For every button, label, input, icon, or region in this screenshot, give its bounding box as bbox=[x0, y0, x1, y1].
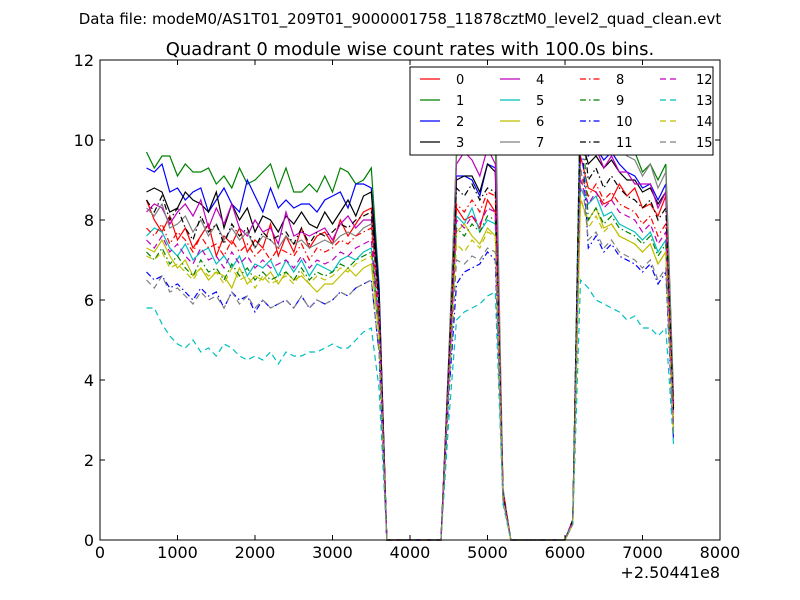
x-offset-label: +2.50441e8 bbox=[620, 563, 720, 582]
y-tick-label: 12 bbox=[74, 51, 94, 70]
series-line-11 bbox=[145, 103, 675, 541]
plot-lines bbox=[145, 87, 675, 541]
legend-label-4: 4 bbox=[536, 73, 544, 88]
x-tick-label: 6000 bbox=[545, 543, 586, 562]
legend-box bbox=[409, 66, 714, 156]
y-tick-label: 0 bbox=[84, 531, 94, 550]
series-line-1 bbox=[145, 87, 675, 541]
legend-label-0: 0 bbox=[456, 73, 464, 88]
legend-label-13: 13 bbox=[696, 94, 713, 109]
series-line-12 bbox=[146, 179, 675, 541]
legend-label-1: 1 bbox=[456, 94, 464, 109]
y-tick-label: 8 bbox=[84, 211, 94, 230]
legend-label-10: 10 bbox=[616, 115, 633, 130]
legend-label-14: 14 bbox=[696, 115, 713, 130]
y-tick-label: 4 bbox=[84, 371, 94, 390]
series-line-9 bbox=[146, 87, 675, 541]
series-line-3 bbox=[146, 135, 675, 541]
y-tick-label: 6 bbox=[84, 291, 94, 310]
legend-label-6: 6 bbox=[536, 115, 544, 130]
series-line-0 bbox=[145, 155, 675, 541]
y-tick-label: 10 bbox=[74, 131, 94, 150]
legend-label-8: 8 bbox=[616, 73, 624, 88]
series-line-4 bbox=[146, 127, 675, 541]
x-tick-label: 4000 bbox=[390, 543, 431, 562]
series-line-10 bbox=[146, 115, 675, 541]
x-tick-label: 5000 bbox=[467, 543, 508, 562]
legend-label-7: 7 bbox=[536, 136, 544, 151]
x-tick-label: 0 bbox=[95, 543, 105, 562]
x-tick-label: 8000 bbox=[700, 543, 741, 562]
series-line-7 bbox=[146, 95, 675, 541]
x-tick-label: 3000 bbox=[312, 543, 353, 562]
series-line-5 bbox=[146, 187, 675, 541]
legend-label-9: 9 bbox=[616, 94, 624, 109]
legend-label-2: 2 bbox=[456, 115, 464, 130]
series-line-8 bbox=[146, 171, 675, 541]
axis-ticks: 0 1000 2000 3000 4000 5000 6000 7000 80000246810… bbox=[74, 51, 741, 562]
x-tick-label: 2000 bbox=[235, 543, 276, 562]
data-file-label: Data file: modeM0/AS1T01_209T01_90000017… bbox=[79, 10, 722, 29]
legend-label-12: 12 bbox=[696, 73, 713, 88]
legend-label-11: 11 bbox=[616, 136, 633, 151]
legend-label-5: 5 bbox=[536, 94, 544, 109]
series-line-13 bbox=[146, 278, 675, 541]
chart-title: Quadrant 0 module wise count rates with … bbox=[166, 39, 655, 60]
series-line-6 bbox=[146, 199, 675, 541]
series-line-15 bbox=[146, 163, 675, 541]
y-tick-label: 2 bbox=[84, 451, 94, 470]
legend-label-15: 15 bbox=[696, 136, 713, 151]
series-line-2 bbox=[146, 127, 675, 541]
series-line-14 bbox=[146, 195, 675, 541]
x-tick-label: 7000 bbox=[622, 543, 663, 562]
legend-label-3: 3 bbox=[456, 136, 464, 151]
x-tick-label: 1000 bbox=[157, 543, 198, 562]
